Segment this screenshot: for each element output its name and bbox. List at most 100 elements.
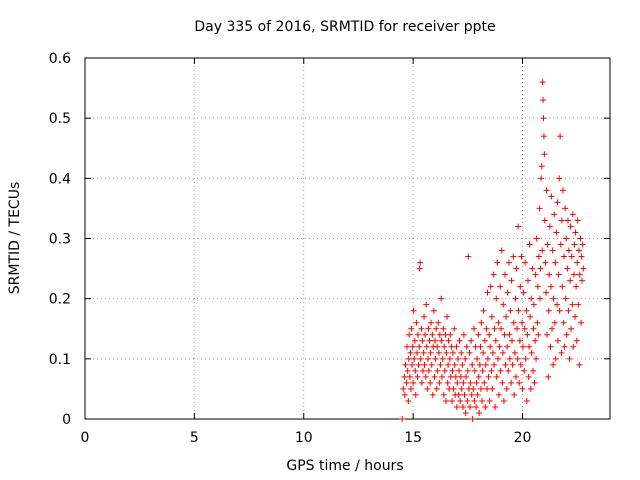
data-point — [537, 295, 543, 302]
data-point — [463, 373, 470, 380]
data-point — [515, 223, 522, 230]
data-point — [491, 361, 498, 368]
data-point — [412, 391, 419, 398]
data-point — [563, 331, 570, 338]
data-point — [575, 247, 582, 254]
data-point — [578, 319, 585, 326]
data-point — [419, 367, 426, 374]
data-point — [474, 355, 480, 362]
data-point — [401, 391, 408, 398]
data-point — [470, 325, 477, 332]
data-point — [490, 271, 497, 278]
data-point — [505, 259, 512, 266]
data-point — [519, 385, 526, 392]
data-point — [521, 325, 528, 332]
data-point — [557, 241, 564, 248]
data-point — [540, 97, 547, 104]
data-point — [429, 331, 436, 338]
data-point — [435, 319, 442, 326]
data-point — [510, 253, 517, 260]
data-point — [500, 301, 507, 308]
data-point — [555, 271, 562, 278]
data-point — [499, 349, 506, 356]
data-point — [427, 349, 434, 356]
data-point — [540, 115, 547, 122]
data-point — [493, 295, 500, 302]
data-point — [543, 187, 550, 194]
data-point — [485, 373, 492, 380]
data-point — [550, 295, 557, 302]
data-point — [536, 205, 543, 212]
data-point — [414, 331, 421, 338]
data-point — [495, 355, 501, 362]
data-point — [481, 337, 488, 344]
data-points — [399, 79, 587, 422]
data-point — [404, 343, 410, 350]
data-point — [544, 331, 550, 338]
data-point — [522, 355, 529, 362]
data-point — [571, 241, 578, 248]
data-point — [565, 247, 572, 254]
data-point — [444, 313, 451, 320]
data-point — [467, 379, 474, 386]
y-tick-label: 0.4 — [49, 171, 71, 187]
data-point — [452, 373, 459, 380]
data-point — [517, 361, 524, 368]
data-point — [491, 325, 498, 332]
data-point — [557, 133, 564, 140]
data-point — [512, 373, 519, 380]
data-point — [432, 337, 438, 344]
data-point — [539, 247, 546, 254]
data-point — [423, 343, 430, 350]
data-point — [401, 373, 408, 380]
data-point — [511, 391, 518, 398]
data-point — [552, 259, 559, 266]
data-point — [468, 391, 475, 398]
data-point — [458, 349, 465, 356]
data-point — [431, 373, 438, 380]
data-point — [466, 349, 473, 356]
data-point — [506, 331, 513, 338]
data-point — [486, 397, 493, 404]
data-point — [553, 229, 560, 236]
data-point — [419, 337, 426, 344]
data-point — [402, 361, 409, 368]
data-point — [465, 253, 472, 260]
data-point — [409, 361, 416, 368]
data-point — [425, 325, 432, 332]
data-point — [527, 313, 534, 320]
data-point — [548, 193, 555, 200]
data-point — [514, 325, 521, 332]
data-point — [495, 391, 502, 398]
data-point — [460, 379, 467, 386]
data-point — [400, 385, 407, 392]
data-point — [457, 397, 464, 404]
data-point — [549, 247, 556, 254]
data-point — [430, 307, 437, 314]
data-point — [527, 385, 534, 392]
data-point — [500, 397, 507, 404]
data-point — [533, 355, 540, 362]
data-point — [469, 361, 476, 368]
data-point — [414, 349, 421, 356]
data-point — [480, 307, 487, 314]
data-point — [530, 325, 537, 332]
grid — [85, 58, 610, 419]
data-point — [446, 355, 453, 362]
data-point — [574, 259, 581, 266]
data-point — [405, 355, 412, 362]
data-point — [480, 349, 487, 356]
data-point — [410, 307, 417, 314]
data-point — [540, 133, 547, 140]
data-point — [439, 373, 445, 380]
data-point — [532, 337, 539, 344]
data-point — [417, 259, 424, 266]
data-point — [567, 223, 574, 230]
data-point — [535, 331, 542, 338]
data-point — [573, 337, 580, 344]
data-point — [449, 367, 456, 374]
data-point — [560, 319, 567, 326]
x-tick-label: 5 — [190, 430, 199, 446]
data-point — [418, 325, 425, 332]
data-point — [541, 217, 548, 224]
